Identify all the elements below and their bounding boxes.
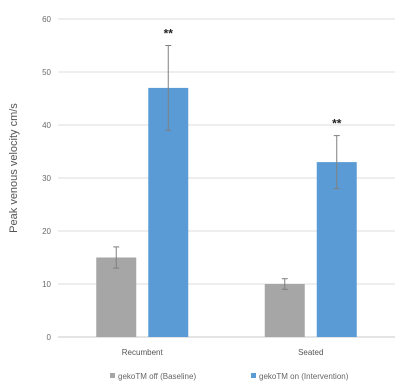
bar [264,284,305,337]
legend: gekoTM off (Baseline) gekoTM on (Interven… [110,372,349,381]
legend-label: gekoTM on (Intervention) [259,372,349,381]
y-tick-label: 40 [42,121,51,130]
significance-label: ** [332,117,342,131]
annotations: ** ** [164,27,342,131]
bar [316,162,357,337]
y-tick-label: 30 [42,174,51,183]
bar [96,257,137,337]
y-tick-label: 60 [42,15,51,24]
y-axis-label: Peak venous velocity cm/s [8,103,20,233]
legend-label: gekoTM off (Baseline) [118,372,196,381]
legend-swatch [251,373,256,378]
y-tick-label: 10 [42,280,51,289]
legend-swatch [110,373,115,378]
category-label: Seated [298,348,323,357]
y-tick-label: 50 [42,68,51,77]
category-label: Recumbent [122,348,164,357]
y-ticks: 0 10 20 30 40 50 60 [42,15,51,342]
significance-label: ** [164,27,174,41]
error-bars [113,45,340,290]
y-tick-label: 20 [42,227,51,236]
category-labels: Recumbent Seated [122,348,324,357]
y-tick-label: 0 [47,333,52,342]
